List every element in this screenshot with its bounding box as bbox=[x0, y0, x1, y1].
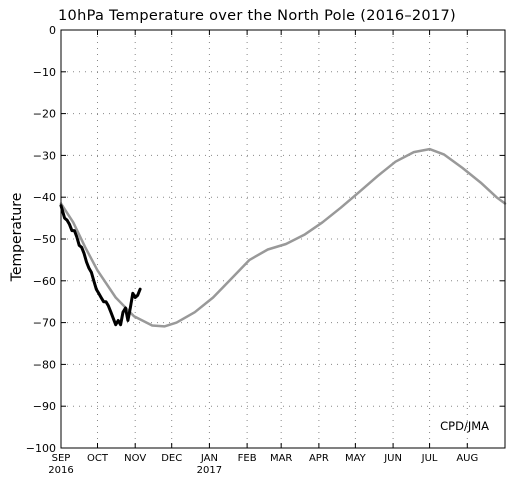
y-tick-label: −50 bbox=[33, 233, 56, 246]
y-tick-label: −60 bbox=[33, 275, 56, 288]
y-tick-label: −100 bbox=[26, 442, 56, 455]
y-tick-label: −10 bbox=[33, 66, 56, 79]
data-series bbox=[59, 147, 507, 328]
y-tick-label: −40 bbox=[33, 191, 56, 204]
x-tick-label: MAR bbox=[270, 453, 292, 464]
x-tick-label: AUG bbox=[456, 453, 478, 464]
chart-title: 10hPa Temperature over the North Pole (2… bbox=[58, 8, 456, 24]
observed-line bbox=[59, 204, 142, 327]
x-tick-label: OCT bbox=[87, 453, 109, 464]
x-tick-label: NOV bbox=[124, 453, 146, 464]
x-tick-label: SEP bbox=[52, 453, 71, 464]
y-tick-label: −80 bbox=[33, 358, 56, 371]
x-tick-label: JUN bbox=[383, 453, 402, 464]
x-tick-year-label: 2017 bbox=[197, 465, 222, 476]
x-tick-label: APR bbox=[309, 453, 329, 464]
x-tick-year-label: 2016 bbox=[48, 465, 73, 476]
y-axis: 0 −10 −20 −30 −40 −50 −60 −70 −80 −90 −100 bbox=[26, 24, 505, 455]
y-tick-label: 0 bbox=[49, 24, 56, 37]
x-tick-label: JAN bbox=[200, 453, 218, 464]
credit-label: CPD/JMA bbox=[440, 419, 489, 433]
x-tick-label: MAY bbox=[345, 453, 367, 464]
y-tick-label: −90 bbox=[33, 400, 56, 413]
climatology-line bbox=[59, 147, 507, 328]
grid-lines bbox=[61, 30, 505, 448]
y-tick-label: −70 bbox=[33, 317, 56, 330]
y-tick-label: −30 bbox=[33, 149, 56, 162]
x-tick-label: DEC bbox=[161, 453, 182, 464]
y-axis-label: Temperature bbox=[9, 193, 25, 283]
x-tick-label: FEB bbox=[238, 453, 257, 464]
y-tick-label: −20 bbox=[33, 108, 56, 121]
x-tick-label: JUL bbox=[421, 453, 438, 464]
